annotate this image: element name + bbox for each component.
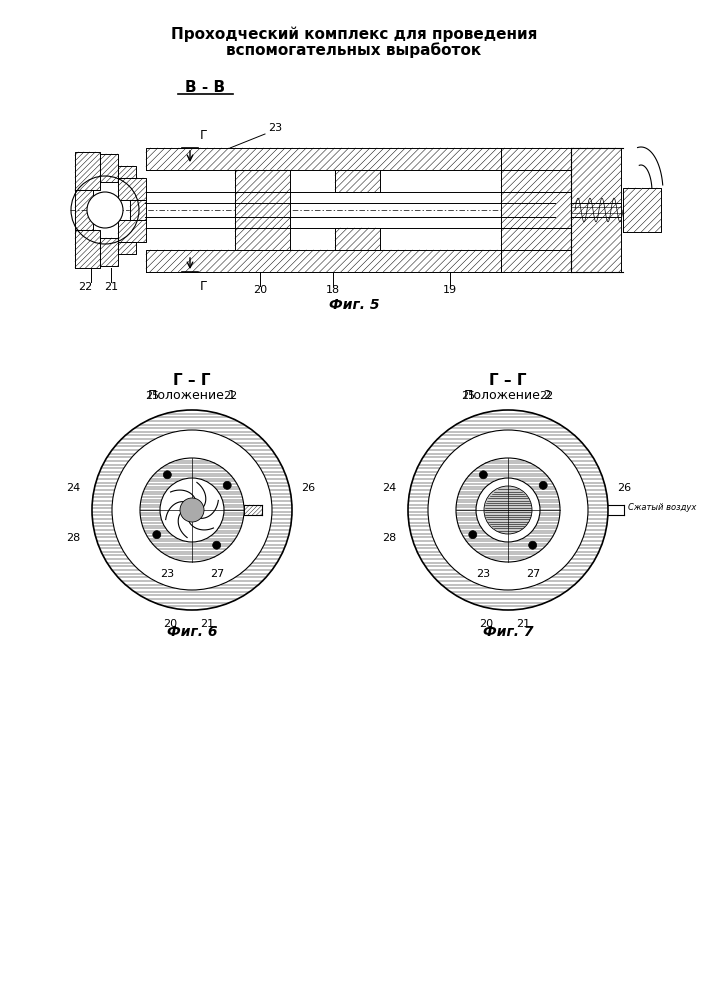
Polygon shape (235, 192, 290, 228)
Text: 23: 23 (160, 569, 174, 579)
Circle shape (163, 471, 171, 479)
Text: 27: 27 (526, 569, 540, 579)
Text: 20: 20 (253, 285, 267, 295)
Text: 22: 22 (78, 282, 92, 292)
Polygon shape (118, 242, 136, 254)
Polygon shape (335, 228, 380, 250)
Text: В - В: В - В (185, 80, 225, 95)
Circle shape (476, 478, 540, 542)
Polygon shape (235, 170, 290, 192)
Text: 20: 20 (163, 619, 177, 629)
Polygon shape (130, 200, 146, 220)
Circle shape (428, 430, 588, 590)
Polygon shape (335, 170, 380, 192)
Text: Положение 2: Положение 2 (464, 389, 552, 402)
Text: Положение 1: Положение 1 (148, 389, 236, 402)
Polygon shape (501, 170, 571, 192)
Text: 19: 19 (443, 285, 457, 295)
Text: Фиг. 6: Фиг. 6 (167, 625, 217, 639)
Polygon shape (118, 220, 146, 242)
Circle shape (403, 405, 613, 615)
Polygon shape (70, 130, 650, 285)
Text: 22: 22 (223, 391, 237, 401)
Circle shape (112, 430, 272, 590)
Polygon shape (623, 188, 661, 232)
Text: Фиг. 5: Фиг. 5 (329, 298, 379, 312)
Text: 26: 26 (301, 483, 315, 493)
Text: 18: 18 (326, 285, 340, 295)
Polygon shape (100, 154, 118, 182)
Text: 23: 23 (476, 569, 490, 579)
Polygon shape (501, 228, 571, 250)
Circle shape (87, 192, 123, 228)
Polygon shape (235, 228, 290, 250)
Text: 21: 21 (200, 619, 214, 629)
Circle shape (153, 531, 160, 539)
Polygon shape (146, 148, 501, 170)
Text: 26: 26 (617, 483, 631, 493)
Text: 25: 25 (145, 391, 159, 401)
Circle shape (180, 498, 204, 522)
Circle shape (479, 471, 487, 479)
Text: Сжатый воздух: Сжатый воздух (628, 504, 696, 512)
Polygon shape (75, 190, 93, 230)
Polygon shape (75, 152, 100, 190)
Polygon shape (244, 505, 262, 515)
Text: Г: Г (200, 280, 208, 293)
Circle shape (160, 478, 224, 542)
Polygon shape (146, 250, 501, 272)
Polygon shape (118, 178, 146, 200)
Circle shape (87, 405, 297, 615)
Text: 21: 21 (516, 619, 530, 629)
Text: вспомогательных выработок: вспомогательных выработок (226, 42, 481, 58)
Text: 27: 27 (210, 569, 224, 579)
Polygon shape (100, 238, 118, 266)
Text: 28: 28 (66, 533, 80, 543)
Text: 25: 25 (461, 391, 475, 401)
Text: Г: Г (200, 129, 208, 142)
Polygon shape (501, 250, 571, 272)
Text: 21: 21 (104, 282, 118, 292)
Text: Фиг. 7: Фиг. 7 (483, 625, 533, 639)
Text: Г – Г: Г – Г (173, 373, 211, 388)
Circle shape (469, 531, 477, 539)
Polygon shape (118, 166, 136, 178)
Text: Г – Г: Г – Г (489, 373, 527, 388)
Polygon shape (501, 148, 571, 170)
Circle shape (539, 481, 547, 489)
Text: 28: 28 (382, 533, 396, 543)
Text: Проходческий комплекс для проведения: Проходческий комплекс для проведения (171, 26, 537, 42)
Circle shape (484, 486, 532, 534)
Circle shape (213, 541, 221, 549)
Text: 23: 23 (268, 123, 282, 133)
Text: 24: 24 (382, 483, 396, 493)
Polygon shape (501, 192, 571, 228)
Circle shape (223, 481, 231, 489)
Circle shape (529, 541, 537, 549)
Polygon shape (571, 148, 621, 272)
Text: 22: 22 (539, 391, 553, 401)
Polygon shape (75, 230, 100, 268)
Polygon shape (640, 143, 648, 188)
Text: 24: 24 (66, 483, 80, 493)
Text: 20: 20 (479, 619, 493, 629)
